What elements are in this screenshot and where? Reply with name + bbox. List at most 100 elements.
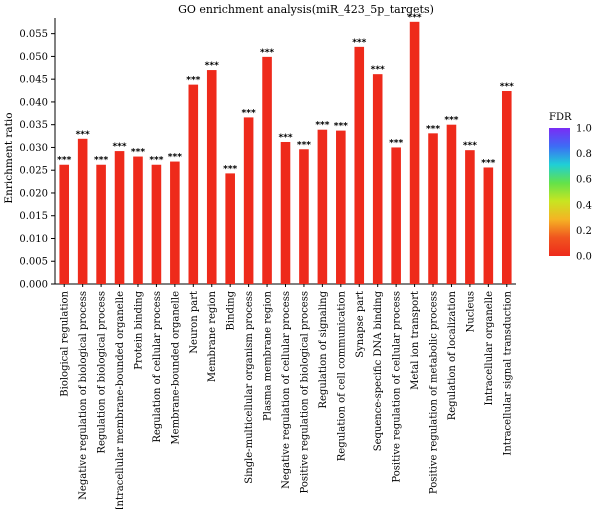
x-axis-labels: Biological regulation Negative regulation…: [60, 284, 513, 509]
x-category-label: Binding: [226, 290, 237, 330]
significance-label: ***: [444, 116, 458, 126]
significance-label: ***: [205, 61, 219, 71]
bar: [170, 161, 180, 284]
bars-group: [59, 21, 512, 285]
bar: [501, 91, 512, 284]
significance-label: ***: [500, 82, 514, 92]
bar: [299, 149, 309, 284]
legend-color-bar: [549, 128, 570, 256]
legend-tick-label: 1.0: [576, 124, 592, 135]
y-axis: 0.000 0.005 0.010 0.015 0.020 0.025 0.030 0.035…: [19, 18, 516, 291]
significance-label: ***: [278, 133, 292, 143]
significance-label: ***: [463, 141, 477, 151]
significance-label: ***: [426, 124, 440, 134]
x-category-label: Positive regulation of biological proces…: [299, 291, 310, 493]
x-category-label: Regulation of biological process: [97, 291, 108, 454]
significance-label: ***: [94, 156, 108, 166]
bar: [206, 70, 217, 284]
legend-title: FDR: [549, 112, 572, 123]
significance-labels: *** *** *** *** *** *** *** *** *** *** *** *** *** *…: [57, 13, 514, 175]
x-category-label: Membrane region: [207, 290, 218, 382]
y-axis-title: Enrichment ratio: [3, 112, 15, 203]
bar: [114, 151, 125, 284]
bar: [317, 129, 328, 284]
y-tick-label: 0.010: [19, 234, 48, 245]
legend-ticks: 1.0 0.8 0.6 0.4 0.2 0.0: [576, 124, 592, 263]
x-category-label: Biological regulation: [60, 290, 71, 396]
bar: [151, 164, 162, 284]
x-category-label: Regulation of cell communication: [336, 290, 347, 461]
x-category-label: Synapse part: [355, 291, 366, 358]
legend-tick-label: 0.4: [576, 200, 592, 211]
significance-label: ***: [223, 164, 237, 174]
significance-label: ***: [76, 130, 90, 140]
y-tick-label: 0.020: [19, 188, 48, 199]
bar: [96, 164, 106, 284]
significance-label: ***: [315, 121, 329, 131]
x-category-label: Plasma membrane region: [263, 290, 274, 421]
bar: [446, 124, 457, 284]
y-tick-label: 0.015: [19, 211, 48, 222]
x-category-label: Metal ion transport: [410, 291, 421, 390]
significance-label: ***: [389, 138, 403, 148]
significance-label: ***: [131, 148, 145, 158]
significance-label: ***: [334, 122, 348, 132]
bar: [336, 130, 346, 284]
bar: [188, 84, 199, 284]
bar: [354, 46, 365, 285]
bar: [77, 138, 88, 284]
x-category-label: Regulation of localization: [447, 290, 458, 420]
bar: [280, 141, 291, 284]
bar: [428, 133, 438, 284]
significance-label: ***: [408, 13, 422, 23]
legend-tick-label: 0.2: [576, 226, 592, 237]
y-tick-label: 0.040: [19, 97, 48, 108]
x-category-label: Nucleus: [465, 291, 476, 332]
bar: [372, 74, 383, 284]
y-tick-label: 0.030: [19, 143, 48, 154]
x-category-label: Negative regulation of biological proces…: [78, 291, 89, 500]
x-category-label: Positive regulation of metabolic process: [429, 291, 440, 494]
x-category-label: Neuron part: [189, 291, 200, 354]
y-tick-label: 0.045: [19, 75, 48, 86]
y-tick-label: 0.025: [19, 166, 48, 177]
fdr-legend: FDR 1.0 0.8 0.6 0.4 0.2 0.0: [549, 112, 592, 263]
bar: [409, 21, 420, 285]
significance-label: ***: [242, 108, 256, 118]
significance-label: ***: [481, 158, 495, 168]
x-category-label: Single-multicellular organism process: [244, 291, 255, 484]
bar: [133, 156, 143, 284]
y-tick-label: 0.000: [19, 280, 48, 291]
y-tick-label: 0.035: [19, 120, 48, 131]
x-category-label: Membrane-bounded organelle: [170, 291, 181, 445]
x-category-label: Intracellular membrane-bounded organelle: [115, 291, 126, 509]
x-category-label: Regulation of signaling: [318, 290, 329, 408]
legend-tick-label: 0.0: [576, 252, 592, 263]
legend-tick-label: 0.8: [576, 149, 592, 160]
x-category-label: Negative regulation of cellular process: [281, 291, 292, 489]
bar: [59, 164, 70, 284]
significance-label: ***: [149, 156, 163, 166]
bar: [262, 56, 272, 285]
bar: [391, 147, 401, 284]
x-category-label: Regulation of cellular process: [152, 291, 163, 443]
y-tick-label: 0.055: [19, 29, 48, 40]
significance-label: ***: [352, 38, 366, 48]
bar: [483, 167, 494, 284]
x-category-label: Protein binding: [133, 290, 144, 369]
bar: [465, 150, 475, 284]
significance-label: ***: [186, 76, 200, 86]
x-category-label: Intracellular signal transduction: [502, 290, 513, 455]
bar: [225, 173, 235, 284]
significance-label: ***: [297, 140, 311, 150]
significance-label: ***: [112, 142, 126, 152]
y-tick-label: 0.005: [19, 257, 48, 268]
legend-tick-label: 0.6: [576, 175, 592, 186]
significance-label: ***: [260, 48, 274, 58]
x-category-label: Intracellular organelle: [484, 291, 495, 406]
x-category-label: Sequence-specific DNA binding: [373, 290, 384, 451]
significance-label: ***: [57, 156, 71, 166]
significance-label: ***: [168, 153, 182, 163]
